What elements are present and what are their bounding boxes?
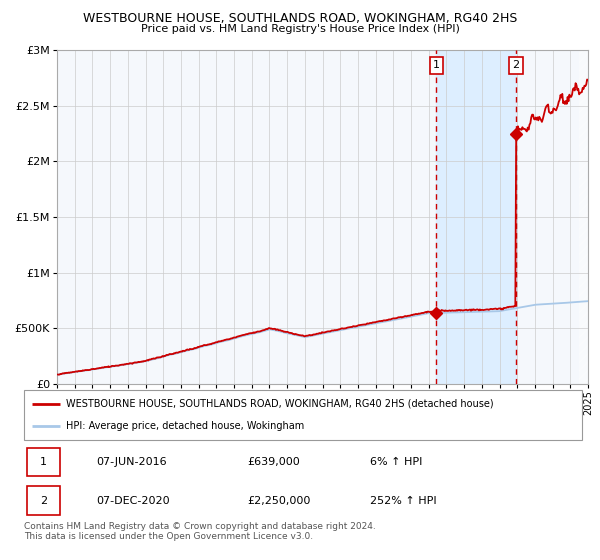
Text: 07-JUN-2016: 07-JUN-2016: [97, 457, 167, 467]
Text: Price paid vs. HM Land Registry's House Price Index (HPI): Price paid vs. HM Land Registry's House …: [140, 24, 460, 34]
Text: 252% ↑ HPI: 252% ↑ HPI: [370, 496, 437, 506]
Bar: [579, 50, 588, 384]
FancyBboxPatch shape: [24, 390, 582, 440]
FancyBboxPatch shape: [27, 486, 60, 515]
Text: 2: 2: [512, 60, 520, 71]
Text: 07-DEC-2020: 07-DEC-2020: [97, 496, 170, 506]
Text: 1: 1: [433, 60, 440, 71]
Text: £639,000: £639,000: [247, 457, 300, 467]
Text: Contains HM Land Registry data © Crown copyright and database right 2024.
This d: Contains HM Land Registry data © Crown c…: [24, 522, 376, 542]
Text: HPI: Average price, detached house, Wokingham: HPI: Average price, detached house, Woki…: [66, 421, 304, 431]
Text: £2,250,000: £2,250,000: [247, 496, 311, 506]
Text: 2: 2: [40, 496, 47, 506]
Bar: [436, 50, 516, 384]
Text: 1: 1: [40, 457, 47, 467]
Text: WESTBOURNE HOUSE, SOUTHLANDS ROAD, WOKINGHAM, RG40 2HS: WESTBOURNE HOUSE, SOUTHLANDS ROAD, WOKIN…: [83, 12, 517, 25]
Text: WESTBOURNE HOUSE, SOUTHLANDS ROAD, WOKINGHAM, RG40 2HS (detached house): WESTBOURNE HOUSE, SOUTHLANDS ROAD, WOKIN…: [66, 399, 493, 409]
Text: 6% ↑ HPI: 6% ↑ HPI: [370, 457, 422, 467]
FancyBboxPatch shape: [27, 447, 60, 477]
